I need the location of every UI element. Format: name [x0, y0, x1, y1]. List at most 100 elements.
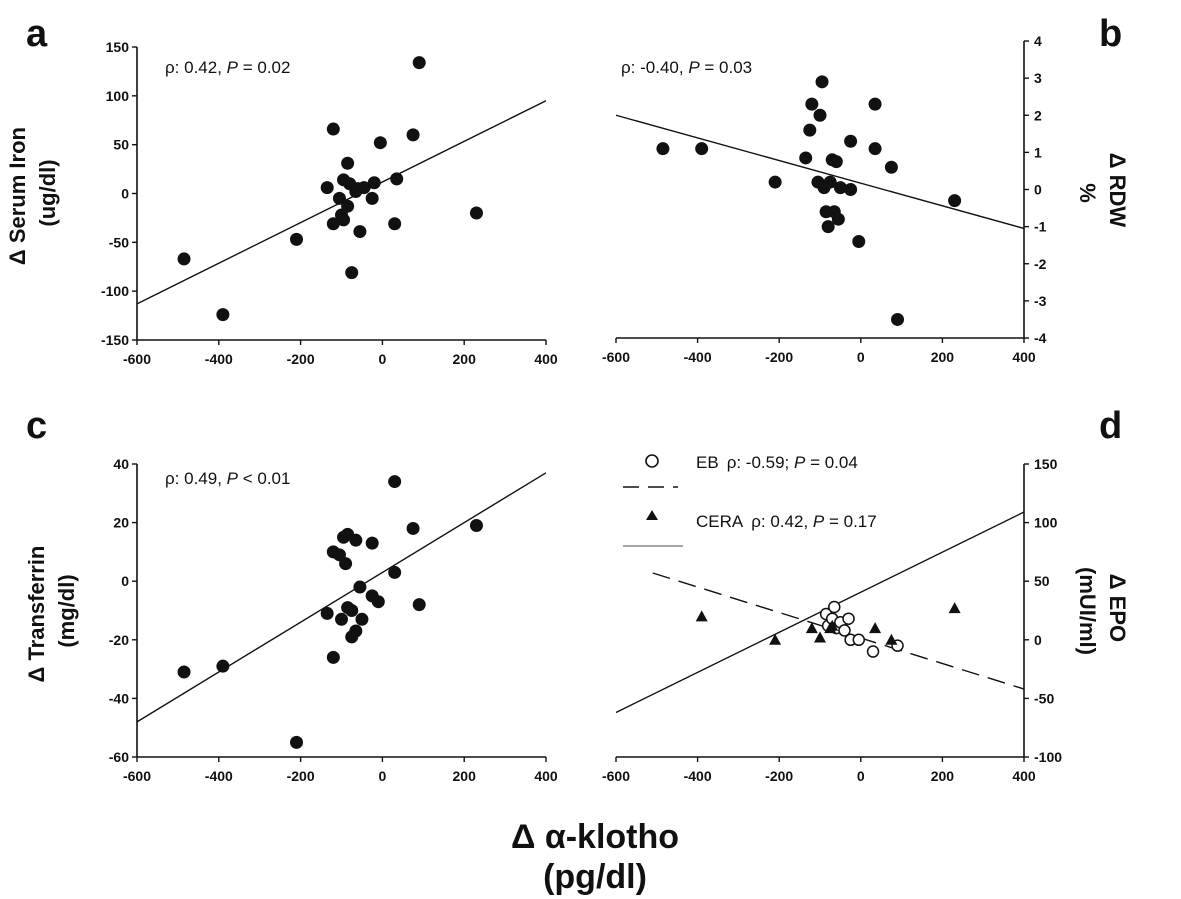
- panel-b-y-tick-label: -2: [1034, 256, 1047, 272]
- panel-c-data-point: [216, 659, 230, 673]
- panel-a-y-tick-label: -150: [101, 332, 129, 348]
- panel-a-x-tick-label: 400: [534, 351, 558, 367]
- panel-a-x-tick-label: 0: [379, 351, 387, 367]
- panel-a-data-point: [326, 122, 340, 136]
- panel-b-data-point: [844, 134, 858, 148]
- panel-a-data-point: [412, 56, 426, 70]
- panel-a-x-tick-label: -600: [123, 351, 151, 367]
- panel-d-y-tick-label: 0: [1034, 632, 1042, 648]
- panel-b-y-tick-label: -1: [1034, 219, 1047, 235]
- panel-b-x-tick-label: 0: [857, 349, 865, 365]
- panel-b-data-point: [805, 97, 819, 111]
- panel-b-data-point: [695, 142, 709, 156]
- panel-b-y-tick-label: 4: [1034, 33, 1042, 49]
- panel-d-cera-point: [948, 602, 961, 614]
- panel-c-y-tick-label: -60: [109, 749, 129, 765]
- panel-b-x-tick-label: -400: [684, 349, 712, 365]
- panel-c-x-tick-label: -400: [205, 768, 233, 784]
- panel-b-data-point: [803, 123, 817, 137]
- panel-d-y-tick-label: 100: [1034, 515, 1058, 531]
- panel-d-cera-point: [769, 633, 782, 645]
- panel-letter-a: a: [26, 13, 48, 55]
- panel-a-data-point: [341, 156, 355, 170]
- panel-c-data-point: [326, 650, 340, 664]
- panel-a-data-point: [373, 136, 387, 150]
- panel-d: d -600 -400 -200 0 200 400 -100 -50 0 50 100 150 EB…: [602, 405, 1130, 784]
- panel-a-data-point: [337, 213, 351, 227]
- panel-b-data-point: [823, 175, 837, 189]
- panel-a-data-point: [320, 181, 334, 195]
- panel-a-x-tick-label: 200: [453, 351, 477, 367]
- panel-a-y-tick-label: 50: [113, 137, 129, 153]
- panel-b-fit-line: [615, 114, 1025, 230]
- panel-d-cera-point: [869, 622, 882, 634]
- shared-xlabel-line2: (pg/dl): [543, 858, 647, 896]
- panel-a-x-tick-label: -400: [205, 351, 233, 367]
- panel-d-x-tick-label: 400: [1012, 768, 1036, 784]
- panel-a-y-tick-label: 0: [121, 186, 129, 202]
- panel-d-x-tick-label: 0: [857, 768, 865, 784]
- panel-c-data-point: [412, 598, 426, 612]
- panel-c-data-point: [469, 519, 483, 533]
- panel-a-data-point: [388, 217, 402, 231]
- panel-b: b -600 -400 -200 0 200 400 -4 -3 -2 -1 0 1 2 3 4 ρ: -0…: [602, 13, 1130, 365]
- panel-a-annotation: ρ: 0.42, P = 0.02: [165, 58, 290, 77]
- panel-letter-c: c: [26, 405, 47, 447]
- panel-d-cera-point: [805, 622, 818, 634]
- panel-b-y-tick-label: 1: [1034, 144, 1042, 160]
- panel-b-annotation: ρ: -0.40, P = 0.03: [621, 58, 752, 77]
- panel-c-data-point: [339, 557, 353, 571]
- panel-c-points: [136, 472, 547, 749]
- panel-d-cera-point: [814, 631, 826, 643]
- panel-d-eb-point: [866, 645, 880, 658]
- panel-c-y-tick-label: 40: [113, 456, 129, 472]
- panel-d-x-tick-label: 200: [931, 768, 955, 784]
- panel-c-x-tick-label: -600: [123, 768, 151, 784]
- panel-a-y-tick-label: -50: [109, 234, 129, 250]
- panel-c-x-tick-label: 200: [453, 768, 477, 784]
- panel-d-y-tick-label: 50: [1034, 573, 1050, 589]
- panel-b-y-tick-label: 0: [1034, 182, 1042, 198]
- panel-d-eb-point: [828, 600, 841, 614]
- panel-c-data-point: [290, 735, 304, 749]
- panel-c-fit-line: [136, 472, 547, 723]
- panel-d-y-tick-label: 150: [1034, 456, 1058, 472]
- panel-b-data-point: [891, 312, 905, 326]
- panel-c-data-point: [335, 612, 348, 626]
- panel-b-data-point: [813, 108, 827, 122]
- panel-b-x-tick-label: 200: [931, 349, 955, 365]
- panel-d-eb-point: [838, 624, 851, 637]
- panel-b-data-point: [829, 155, 843, 169]
- panel-a-points: [136, 56, 547, 322]
- panel-b-data-point: [868, 142, 882, 156]
- legend-eb-label: EB ρ: -0.59; P = 0.04: [696, 453, 858, 472]
- panel-d-x-tick-label: -200: [765, 768, 793, 784]
- panel-b-data-point: [831, 212, 845, 226]
- panel-a-ylabel: Δ Serum Iron (ug/dl): [5, 121, 60, 265]
- panel-a-data-point: [326, 217, 340, 231]
- panel-a-data-point: [365, 191, 379, 205]
- panel-a-y-tick-label: 150: [106, 39, 130, 55]
- panel-b-points: [615, 75, 1025, 326]
- panel-a-data-point: [341, 199, 355, 213]
- panel-b-data-point: [833, 181, 847, 195]
- panel-c-y-tick-label: -20: [109, 632, 129, 648]
- panel-c-data-point: [388, 475, 402, 489]
- panel-b-data-point: [948, 194, 962, 208]
- panel-d-ylabel: Δ EPO (mUI/ml): [1075, 567, 1130, 655]
- panel-d-cera-fit-line: [615, 511, 1025, 714]
- panel-b-axes: -600 -400 -200 0 200 400 -4 -3 -2 -1 0 1 2 3 4: [602, 33, 1047, 365]
- panel-c-x-tick-label: 400: [534, 768, 558, 784]
- panel-d-eb-point: [842, 612, 855, 625]
- panel-letter-b: b: [1099, 13, 1122, 55]
- panel-a-y-tick-label: 100: [106, 88, 130, 104]
- panel-a-data-point: [177, 252, 191, 266]
- panel-a-axes: -600 -400 -200 0 200 400 -150 -100 -50 0 50 100 150: [101, 39, 558, 367]
- panel-c-data-point: [177, 665, 191, 679]
- panel-a-data-point: [469, 206, 483, 220]
- legend-cera-label: CERA ρ: 0.42, P = 0.17: [696, 512, 877, 531]
- panel-b-y-tick-label: -3: [1034, 293, 1047, 309]
- panel-c-x-tick-label: -200: [287, 768, 315, 784]
- panel-d-points: [615, 511, 1025, 714]
